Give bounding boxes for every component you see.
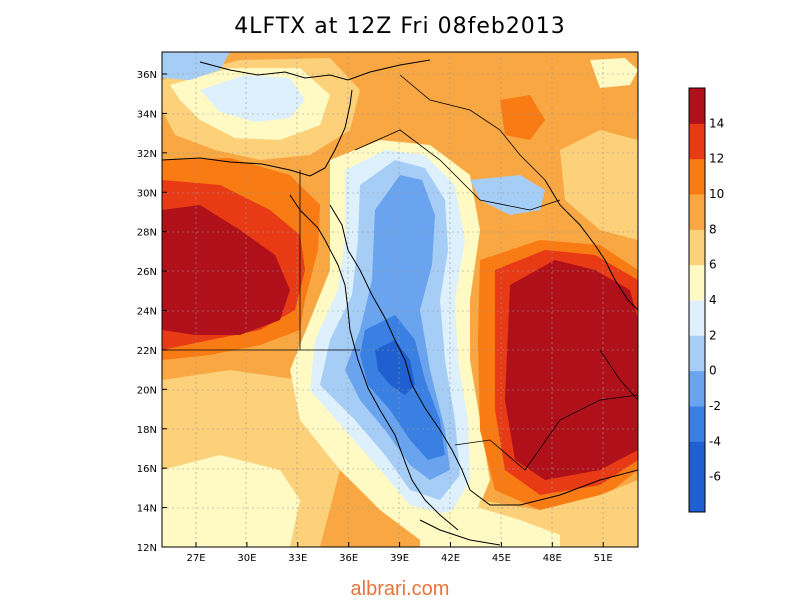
- lon-tick-label: 27E: [186, 553, 205, 564]
- turkey-coast: [199, 59, 431, 81]
- colorbar-label: 8: [709, 222, 717, 236]
- region-ne-orange: [560, 130, 638, 240]
- lat-tick-label: 20N: [137, 385, 157, 396]
- iraq-border: [399, 74, 546, 181]
- lon-tick-label: 39E: [390, 553, 409, 564]
- colorbar-label: 10: [709, 187, 724, 201]
- yemen-saudi-border: [454, 394, 638, 471]
- colorbar-segment: [689, 335, 705, 372]
- map-title: 4LFTX at 12Z Fri 08feb2013: [234, 14, 566, 39]
- region-ne-top: [590, 58, 638, 88]
- colorbar-label: -4: [709, 434, 721, 448]
- arabian-gulf-coast: [544, 179, 638, 311]
- lat-tick-label: 22N: [137, 346, 157, 357]
- lat-tick-label: 24N: [137, 307, 157, 318]
- gulf-of-suez: [289, 194, 326, 241]
- region-cool-core: [375, 340, 415, 395]
- region-nw-blue: [162, 52, 230, 80]
- colorbar-frame: [688, 87, 706, 513]
- lon-tick-label: 45E: [492, 553, 511, 564]
- colorbar-label: 0: [709, 364, 717, 378]
- lat-tick-label: 34N: [137, 109, 157, 120]
- lat-tick-label: 32N: [137, 149, 157, 160]
- coastlines: [162, 59, 638, 546]
- colorbar-segment: [689, 370, 705, 407]
- colorbar: -6 -4 -2 0 2 4 6 8 10 12 14: [688, 87, 724, 513]
- lat-tick-label: 14N: [137, 504, 157, 515]
- mediterranean-coast: [162, 89, 353, 177]
- colorbar-label: -6: [709, 470, 721, 484]
- red-sea-west: [324, 239, 459, 531]
- yemen-south-coast: [469, 469, 638, 506]
- colorbar-segment: [689, 406, 705, 442]
- horn-africa: [419, 519, 501, 546]
- colorbar-segment: [689, 229, 705, 266]
- colorbar-segment: [689, 123, 705, 160]
- colorbar-label: 6: [709, 258, 717, 272]
- region-west-core: [162, 205, 290, 335]
- colorbar-label: 4: [709, 293, 717, 307]
- colorbar-segment: [689, 194, 705, 230]
- lon-tick-label: 51E: [594, 553, 613, 564]
- colorbar-segment: [689, 300, 705, 336]
- latitude-axis: 12N 14N 16N 18N 20N 22N 24N 26N 28N 30N 32N 34N 36N: [137, 70, 167, 554]
- region-ne-red: [500, 95, 545, 140]
- region-north-white: [200, 75, 305, 122]
- colorbar-segment: [689, 264, 705, 301]
- watermark-text: albrari.com: [350, 578, 450, 600]
- region-ne-blue: [470, 175, 545, 215]
- lon-tick-label: 30E: [237, 553, 256, 564]
- colorbar-label: 12: [709, 152, 724, 166]
- colorbar-segment: [689, 441, 705, 478]
- lat-tick-label: 26N: [137, 267, 157, 278]
- lon-tick-label: 33E: [288, 553, 307, 564]
- borders: [162, 74, 638, 471]
- lat-tick-label: 12N: [137, 543, 157, 554]
- lon-tick-label: 48E: [543, 553, 562, 564]
- gulf-of-aqaba: [329, 204, 349, 251]
- grid: [162, 52, 638, 547]
- longitude-axis: 27E 30E 33E 36E 39E 42E 45E 48E 51E: [186, 542, 613, 564]
- saudi-north-border: [354, 129, 561, 211]
- red-sea-east: [347, 249, 471, 491]
- lat-tick-label: 16N: [137, 464, 157, 475]
- lon-tick-label: 42E: [441, 553, 460, 564]
- region-east-core: [505, 260, 638, 480]
- lat-tick-label: 28N: [137, 228, 157, 239]
- colorbar-label: 14: [709, 116, 724, 130]
- colorbar-segment: [689, 476, 705, 513]
- lat-tick-label: 30N: [137, 188, 157, 199]
- oman-border: [599, 349, 638, 401]
- region-sw-yellow: [162, 455, 300, 547]
- lat-tick-label: 18N: [137, 425, 157, 436]
- region-se-pale: [420, 505, 560, 547]
- colorbar-label: 2: [709, 328, 717, 342]
- colorbar-segment: [689, 158, 705, 195]
- lat-tick-label: 36N: [137, 70, 157, 81]
- colorbar-segment: [689, 88, 705, 124]
- lon-tick-label: 36E: [339, 553, 358, 564]
- shaded-field: [162, 52, 638, 547]
- colorbar-label: -2: [709, 399, 721, 413]
